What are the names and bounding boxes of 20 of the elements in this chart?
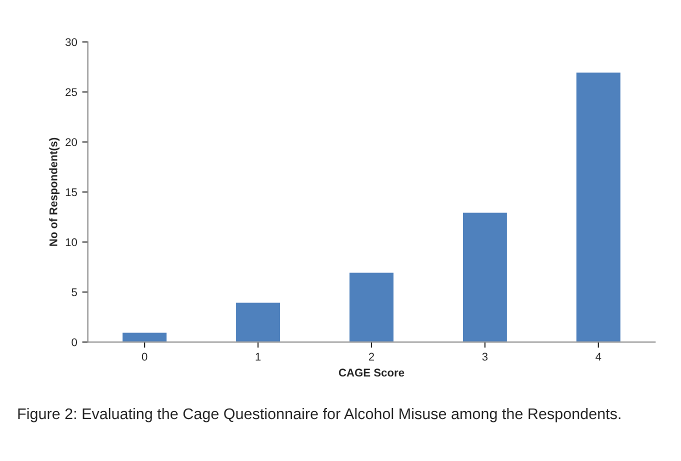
y-tick-label: 30 (66, 38, 77, 46)
x-tick-label: 3 (482, 352, 488, 361)
y-tick-label: 5 (72, 288, 77, 296)
x-tick-label: 2 (368, 352, 374, 361)
bar (348, 271, 395, 342)
y-tick-label: 10 (66, 238, 77, 246)
bar (121, 331, 168, 342)
y-tick-label: 15 (66, 188, 77, 196)
bar (234, 301, 282, 342)
bar (575, 71, 622, 342)
x-tick-label: 4 (596, 352, 602, 361)
y-tick-label: 20 (66, 138, 77, 146)
x-tick-label: 1 (256, 352, 261, 361)
y-tick-label: 0 (72, 338, 77, 346)
bar (462, 211, 508, 342)
x-axis-title: CAGE Score (338, 368, 404, 377)
caption: Figure 2: Evaluating the Cage Questionnaire for Alcohol Misuse among the Respondents. (18, 408, 620, 422)
y-axis-title: No of Respondent(s) (49, 138, 60, 246)
x-tick-label: 0 (142, 352, 148, 361)
y-tick-label: 25 (66, 88, 77, 96)
